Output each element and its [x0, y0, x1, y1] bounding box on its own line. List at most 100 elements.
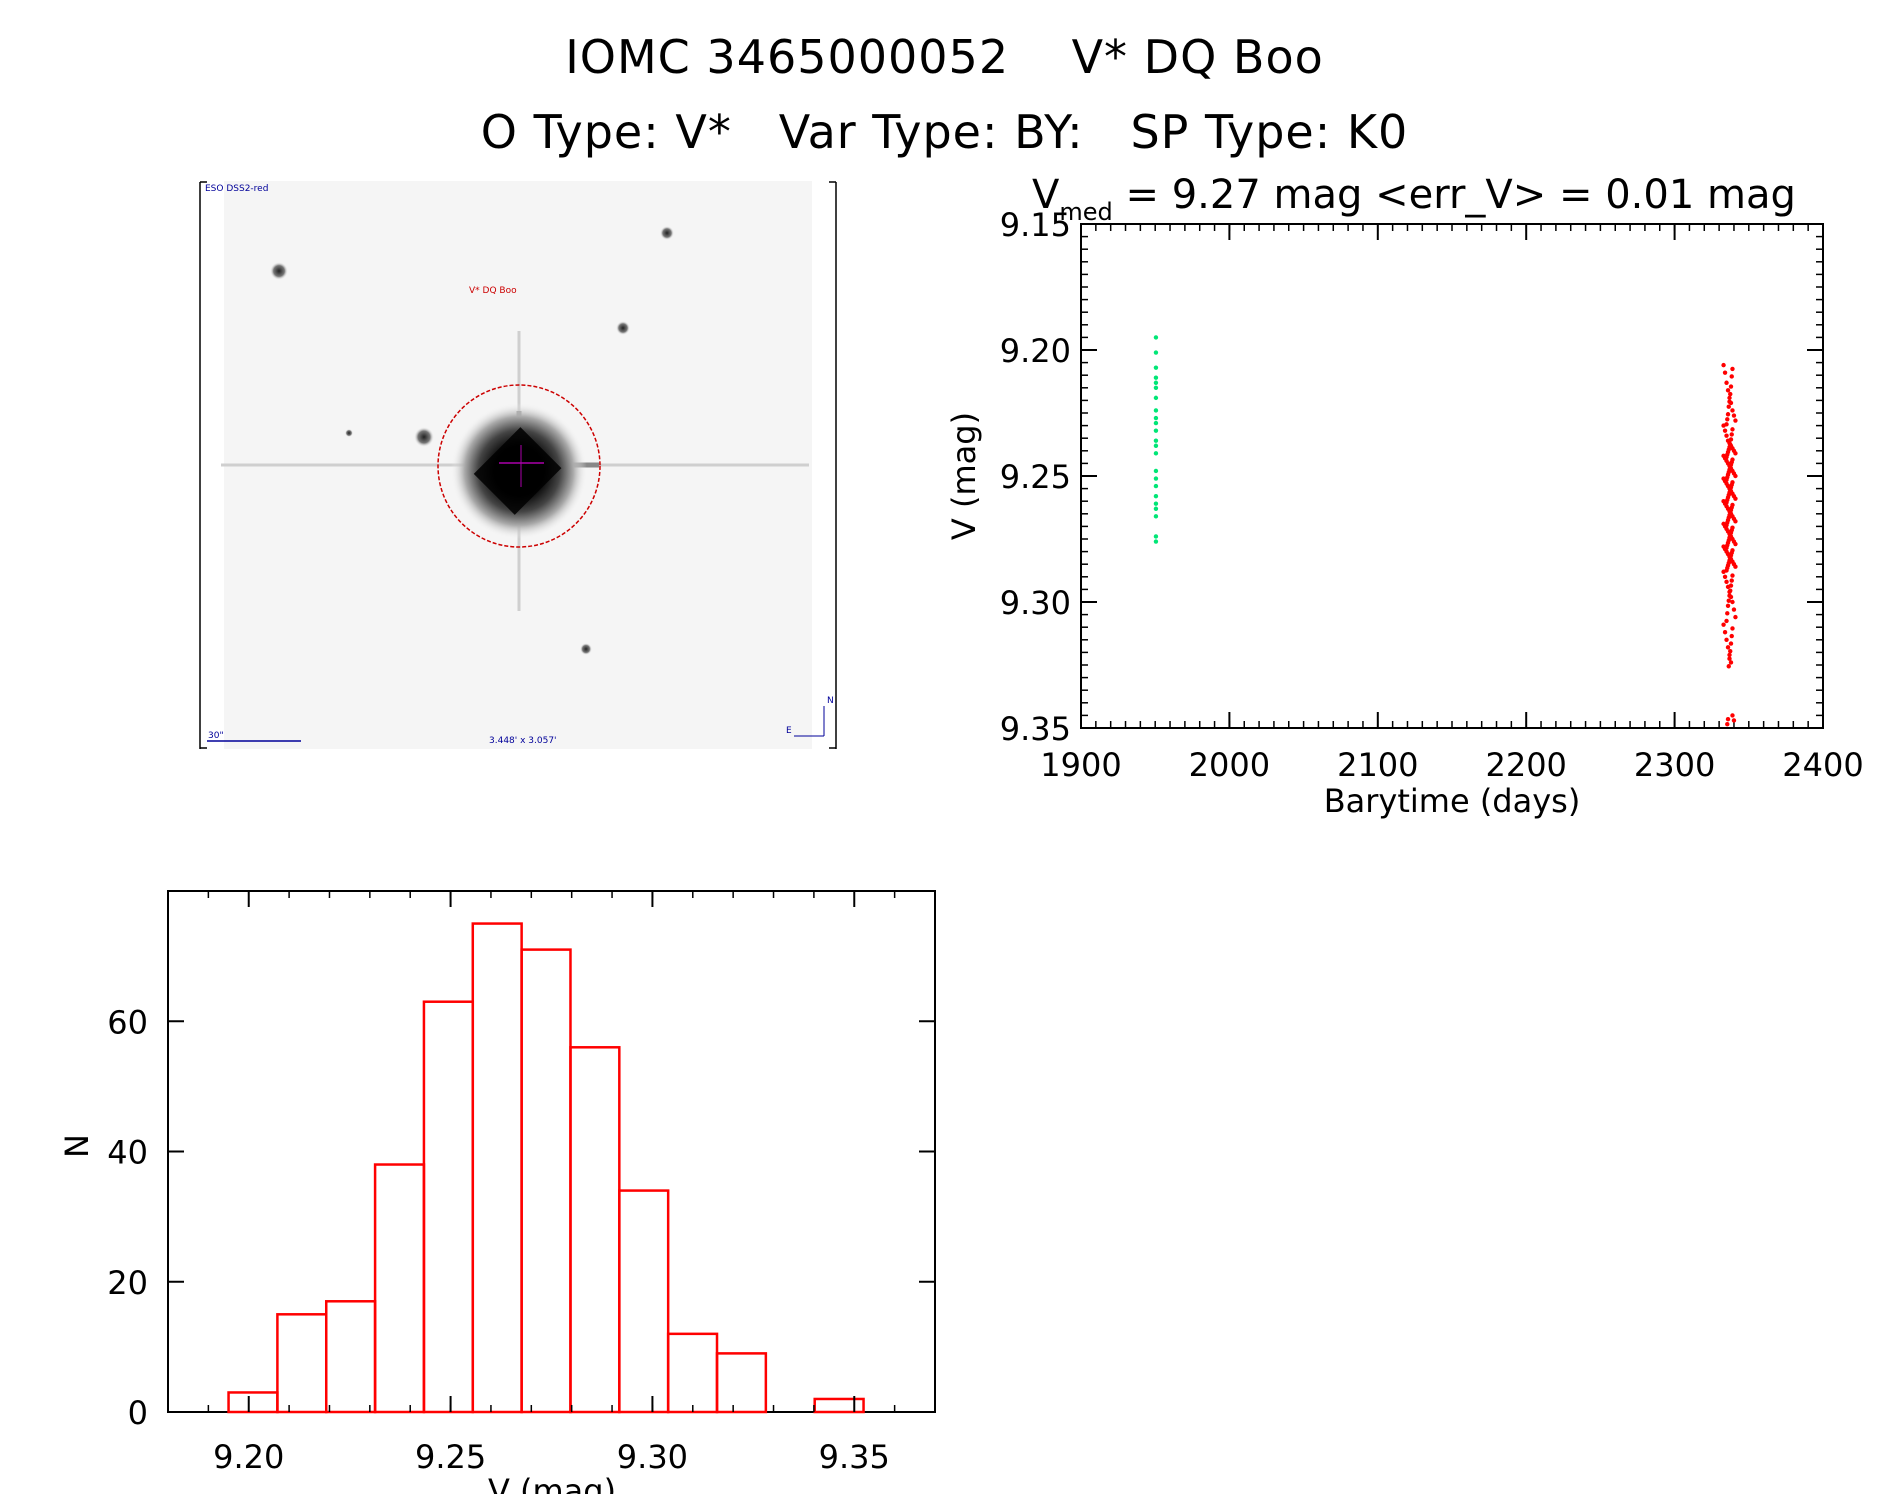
- lc-point-series2: [1725, 603, 1731, 608]
- fov-label: 3.448' x 3.057': [489, 736, 557, 746]
- lc-ytick-label: 9.20: [1000, 332, 1071, 370]
- hist-bar: [324, 1300, 377, 1414]
- lc-point-series2: [1729, 578, 1734, 583]
- lc-point-series2: [1733, 614, 1738, 620]
- field-star: [345, 429, 353, 437]
- hist-xtick-label: 9.35: [819, 1438, 890, 1476]
- lc-point-series2: [1730, 427, 1735, 432]
- hist-xlabel: V (mag): [488, 1472, 616, 1494]
- hist-ytick-label: 60: [107, 1003, 148, 1041]
- lc-point-series2: [1728, 391, 1733, 397]
- lc-point-series2: [1724, 380, 1729, 385]
- lc-point-series2: [1722, 428, 1728, 433]
- compass-n-label: N: [827, 696, 834, 706]
- hist-xtick-label: 9.30: [617, 1438, 688, 1476]
- lc-point-series2: [1733, 541, 1738, 547]
- lc-point-series2: [1733, 564, 1738, 569]
- lc-point-series2: [1725, 645, 1731, 650]
- lc-xtick-label: 2000: [1189, 746, 1270, 784]
- lc-point-series2: [1724, 579, 1729, 585]
- hist-bar: [422, 1000, 475, 1414]
- lc-point-series2: [1724, 637, 1729, 642]
- lc-point-series2: [1726, 664, 1731, 669]
- lc-point-series1: [1153, 476, 1159, 481]
- lc-point-series2: [1730, 573, 1735, 578]
- hist-bar: [569, 1046, 621, 1414]
- lc-xtick-label: 2100: [1337, 746, 1418, 784]
- lc-point-series2: [1733, 418, 1738, 423]
- hist-bar: [618, 1189, 670, 1414]
- lc-point-series2: [1721, 622, 1726, 627]
- histogram-chart: 9.20 9.25 9.30 9.35 0 20 40 60 V (mag) N: [58, 890, 936, 1494]
- lc-point-series1: [1153, 350, 1159, 355]
- lc-ylabel: V (mag): [945, 412, 983, 540]
- hist-xtick-label: 9.25: [415, 1438, 486, 1476]
- lc-point-series1: [1153, 493, 1159, 499]
- lc-xtick-label: 2300: [1634, 746, 1715, 784]
- page-subtitle: O Type: V* Var Type: BY: SP Type: K0: [480, 105, 1409, 159]
- field-star: [616, 321, 630, 335]
- hist-ytick-label: 20: [107, 1264, 148, 1302]
- lc-point-series1: [1153, 365, 1159, 370]
- lc-point-series1: [1153, 468, 1159, 474]
- lc-ytick-label: 9.35: [1000, 710, 1071, 748]
- lc-point-series2: [1725, 417, 1730, 422]
- hist-bar: [520, 948, 572, 1414]
- compass-e-label: E: [786, 726, 792, 736]
- lc-point-series1: [1153, 506, 1159, 511]
- lc-point-series1: [1153, 395, 1159, 401]
- target-label: V* DQ Boo: [469, 286, 517, 296]
- lc-xlabel: Barytime (days): [1324, 782, 1581, 820]
- hist-bar: [227, 1391, 279, 1414]
- lc-point-series2: [1728, 384, 1734, 389]
- lc-xtick-label: 2200: [1485, 746, 1566, 784]
- hist-bar: [373, 1163, 426, 1414]
- field-star: [414, 427, 434, 447]
- lc-point-series1: [1153, 335, 1159, 340]
- hist-bar: [813, 1397, 865, 1414]
- lc-point-series2: [1725, 412, 1731, 417]
- lc-point-series1: [1153, 420, 1159, 426]
- lc-point-series2: [1730, 599, 1735, 605]
- lc-point-series1: [1153, 428, 1159, 433]
- lc-point-series2: [1728, 660, 1734, 665]
- field-star: [270, 262, 288, 280]
- lc-point-series1: [1153, 534, 1159, 539]
- lc-title: Vmed = 9.27 mag <err_V> = 0.01 mag: [1032, 172, 1796, 226]
- survey-label: ESO DSS2-red: [205, 184, 268, 194]
- lc-point-series2: [1725, 388, 1731, 393]
- lc-point-series2: [1721, 362, 1726, 368]
- lc-point-series2: [1725, 722, 1730, 727]
- lc-point-series1: [1153, 375, 1159, 380]
- lc-ytick-label: 9.25: [1000, 458, 1071, 496]
- lc-point-series1: [1153, 483, 1159, 489]
- lc-point-series2: [1725, 611, 1730, 616]
- hist-bar: [471, 922, 523, 1414]
- lc-point-series2: [1722, 370, 1728, 375]
- lc-point-series1: [1153, 451, 1159, 456]
- lc-point-series1: [1153, 408, 1159, 413]
- lc-ytick-label: 9.15: [1000, 206, 1071, 244]
- lc-point-series2: [1733, 496, 1738, 501]
- lc-xtick-label: 2400: [1782, 746, 1863, 784]
- lc-point-series2: [1729, 374, 1734, 379]
- lc-point-series2: [1728, 400, 1734, 406]
- field-star: [580, 643, 592, 655]
- lc-point-series2: [1728, 648, 1733, 654]
- lc-point-series2: [1727, 589, 1732, 595]
- lc-point-series2: [1730, 408, 1735, 413]
- sky-image-panel: V* DQ Boo ESO DSS2-red 30" 3.448' x 3.05…: [199, 181, 837, 749]
- lc-point-series2: [1721, 569, 1726, 574]
- lc-point-series2: [1726, 404, 1731, 409]
- lc-point-series1: [1153, 385, 1159, 390]
- lc-point-series2: [1724, 433, 1729, 438]
- lc-point-series1: [1153, 380, 1159, 385]
- lc-point-series1: [1153, 501, 1159, 506]
- lc-point-series2: [1722, 574, 1728, 579]
- lc-point-series2: [1725, 716, 1731, 722]
- lc-point-series1: [1153, 415, 1159, 421]
- hist-bar: [666, 1332, 719, 1414]
- lc-point-series2: [1731, 607, 1737, 612]
- lc-point-series2: [1727, 656, 1732, 661]
- lc-point-series1: [1153, 539, 1159, 544]
